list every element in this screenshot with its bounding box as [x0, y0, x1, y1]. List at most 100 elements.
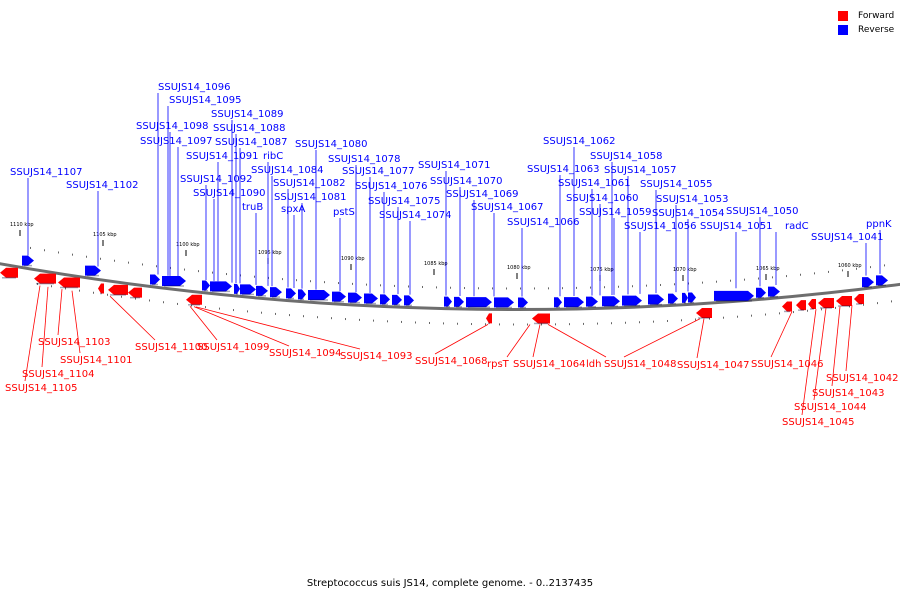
- minor-tick: [317, 316, 318, 319]
- minor-tick: [93, 291, 94, 294]
- minor-tick: [289, 314, 290, 317]
- reverse-gene-arrow: [332, 291, 346, 302]
- forward-gene-arrow: [782, 301, 792, 312]
- minor-tick: [121, 295, 122, 298]
- reverse-gene-arrow: [256, 285, 268, 296]
- reverse-gene-label: SSUJS14_1062: [543, 136, 616, 147]
- minor-tick: [506, 287, 507, 290]
- scale-tick-label: 1095 kbp: [258, 250, 282, 256]
- minor-tick: [835, 306, 836, 309]
- reverse-gene-label: SSUJS14_1076: [355, 181, 428, 192]
- forward-swatch: [838, 11, 848, 21]
- minor-tick: [275, 312, 276, 315]
- minor-tick: [107, 293, 108, 296]
- reverse-gene-label: ribC: [263, 151, 283, 162]
- reverse-gene-arrow: [466, 297, 492, 308]
- forward-strand-genes: [0, 267, 864, 325]
- minor-tick: [247, 310, 248, 313]
- minor-tick: [709, 317, 710, 320]
- minor-tick: [352, 282, 353, 285]
- minor-tick: [254, 275, 255, 278]
- forward-gene-label: SSUJS14_1093: [340, 351, 413, 362]
- forward-gene-label: SSUJS14_1043: [812, 388, 885, 399]
- forward-leader-line: [189, 305, 218, 341]
- minor-tick: [212, 271, 213, 274]
- reverse-gene-label: SSUJS14_1088: [213, 123, 286, 134]
- forward-leader-line: [813, 308, 827, 401]
- minor-tick: [513, 323, 514, 326]
- reverse-gene-arrow: [364, 293, 378, 304]
- minor-tick: [730, 279, 731, 282]
- scale-tick-label: 1075 kbp: [590, 267, 614, 273]
- minor-tick: [86, 255, 87, 258]
- forward-gene-arrow: [696, 307, 712, 318]
- minor-tick: [65, 287, 66, 290]
- minor-tick: [135, 297, 136, 300]
- minor-tick: [485, 323, 486, 326]
- legend-reverse: Reverse: [838, 23, 894, 37]
- scale-tick-label: 1105 kbp: [93, 232, 117, 238]
- legend-forward-label: Forward: [858, 11, 895, 21]
- minor-tick: [646, 284, 647, 287]
- minor-tick: [415, 321, 416, 324]
- minor-tick: [422, 285, 423, 288]
- minor-tick: [457, 322, 458, 325]
- scale-tick-label: 1100 kbp: [176, 242, 200, 248]
- minor-tick: [149, 299, 150, 302]
- reverse-gene-label: SSUJS14_1082: [273, 178, 346, 189]
- reverse-gene-arrow: [648, 294, 664, 305]
- reverse-gene-label: SSUJS14_1060: [566, 193, 639, 204]
- forward-leader-line: [109, 295, 156, 341]
- reverse-gene-label: SSUJS14_1107: [10, 167, 83, 178]
- minor-tick: [219, 307, 220, 310]
- minor-tick: [394, 284, 395, 287]
- forward-gene-label: SSUJS14_1101: [60, 355, 133, 366]
- minor-tick: [324, 281, 325, 284]
- minor-tick: [79, 289, 80, 292]
- forward-gene-label: SSUJS14_1100: [135, 342, 208, 353]
- minor-tick: [37, 282, 38, 285]
- minor-tick: [205, 306, 206, 309]
- reverse-gene-arrow: [682, 292, 688, 303]
- forward-gene-arrow: [34, 273, 56, 284]
- forward-gene-label: SSUJS14_1099: [197, 342, 270, 353]
- minor-tick: [569, 323, 570, 326]
- forward-gene-label: SSUJS14_1046: [751, 359, 824, 370]
- minor-tick: [667, 319, 668, 322]
- minor-tick: [128, 261, 129, 264]
- forward-gene-label: SSUJS14_1047: [677, 360, 750, 371]
- minor-tick: [814, 272, 815, 275]
- reverse-gene-arrow: [270, 287, 282, 298]
- reverse-gene-arrow: [454, 296, 464, 307]
- minor-tick: [387, 320, 388, 323]
- minor-tick: [555, 323, 556, 326]
- minor-tick: [534, 287, 535, 290]
- reverse-gene-label: SSUJS14_1078: [328, 154, 401, 165]
- forward-leader-line: [696, 318, 705, 359]
- minor-tick: [891, 300, 892, 303]
- reverse-gene-label: SSUJS14_1059: [579, 207, 652, 218]
- minor-tick: [807, 309, 808, 312]
- reverse-gene-arrow: [392, 294, 402, 305]
- reverse-gene-arrow: [240, 284, 256, 295]
- minor-tick: [296, 279, 297, 282]
- reverse-gene-label: SSUJS14_1096: [158, 82, 231, 93]
- reverse-gene-arrow: [348, 292, 362, 303]
- minor-tick: [723, 316, 724, 319]
- minor-tick: [674, 283, 675, 286]
- forward-leader-line: [193, 306, 290, 347]
- legend-forward: Forward: [838, 9, 894, 23]
- minor-tick: [338, 282, 339, 285]
- minor-tick: [429, 321, 430, 324]
- forward-leader-line: [71, 290, 81, 354]
- minor-tick: [177, 302, 178, 305]
- reverse-gene-label: SSUJS14_1098: [136, 121, 209, 132]
- minor-tick: [492, 287, 493, 290]
- minor-tick: [142, 263, 143, 266]
- forward-gene-arrow: [836, 296, 852, 307]
- reverse-gene-label: SSUJS14_1102: [66, 180, 139, 191]
- reverse-gene-label: SSUJS14_1074: [379, 210, 452, 221]
- forward-gene-arrow: [58, 277, 80, 288]
- minor-tick: [828, 270, 829, 273]
- forward-leader-line: [770, 311, 793, 358]
